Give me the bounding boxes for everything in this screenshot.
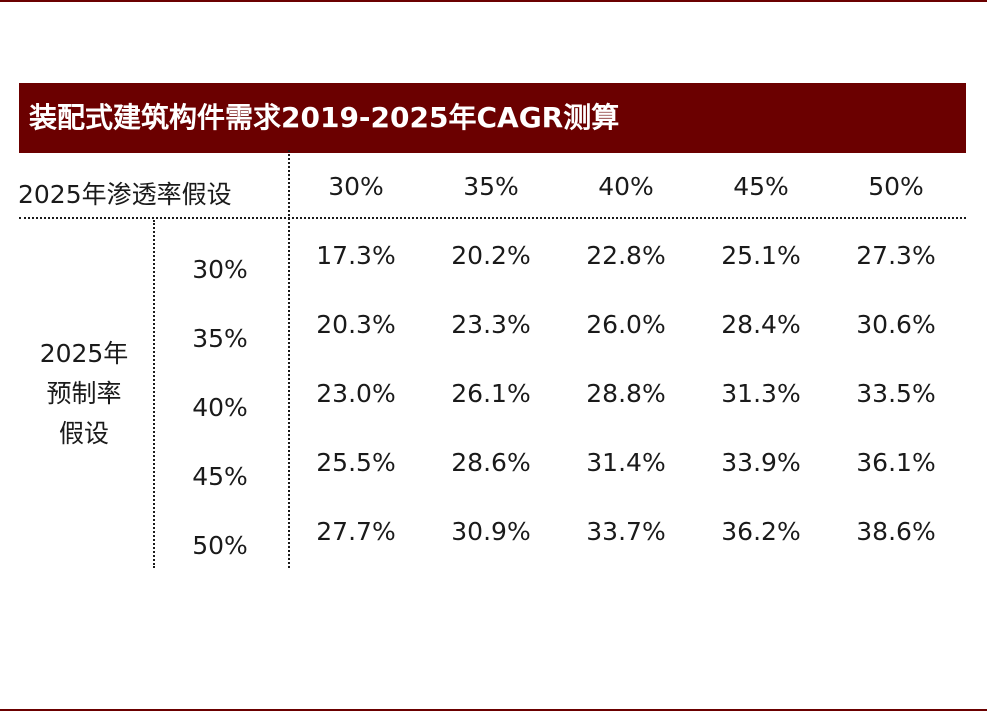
table-cell: 17.3%: [316, 241, 396, 270]
table-cell: 25.5%: [316, 448, 396, 477]
row-label-4: 45%: [192, 462, 248, 491]
column-header-4: 45%: [733, 172, 789, 201]
table-cell: 23.3%: [451, 310, 531, 339]
table-cell: 33.9%: [721, 448, 801, 477]
row-label-1: 30%: [192, 255, 248, 284]
column-header-1: 30%: [328, 172, 384, 201]
column-header-label: 2025年渗透率假设: [18, 180, 232, 209]
header-divider: [19, 217, 966, 219]
table-cell: 31.4%: [586, 448, 666, 477]
table-cell: 36.2%: [721, 517, 801, 546]
table-cell: 30.9%: [451, 517, 531, 546]
row-header-line-1: 2025年: [39, 339, 129, 368]
table-cell: 27.7%: [316, 517, 396, 546]
row-header-label: 2025年 预制率 假设: [24, 334, 144, 454]
table-cell: 20.2%: [451, 241, 531, 270]
row-axis-divider: [153, 220, 155, 568]
table-cell: 28.4%: [721, 310, 801, 339]
column-header-2: 35%: [463, 172, 519, 201]
table-cell: 26.1%: [451, 379, 531, 408]
table-cell: 28.6%: [451, 448, 531, 477]
row-label-3: 40%: [192, 393, 248, 422]
table-cell: 25.1%: [721, 241, 801, 270]
row-label-5: 50%: [192, 531, 248, 560]
table-cell: 28.8%: [586, 379, 666, 408]
column-divider: [288, 150, 290, 568]
top-rule: [0, 0, 987, 2]
table-cell: 36.1%: [856, 448, 936, 477]
table-cell: 20.3%: [316, 310, 396, 339]
row-label-2: 35%: [192, 324, 248, 353]
table-cell: 22.8%: [586, 241, 666, 270]
table-cell: 30.6%: [856, 310, 936, 339]
table-title: 装配式建筑构件需求2019-2025年CAGR测算: [19, 83, 966, 153]
column-header-5: 50%: [868, 172, 924, 201]
table-cell: 33.7%: [586, 517, 666, 546]
row-header-line-2: 预制率: [46, 379, 122, 408]
table-cell: 33.5%: [856, 379, 936, 408]
table-cell: 26.0%: [586, 310, 666, 339]
bottom-rule: [0, 709, 987, 711]
table-cell: 23.0%: [316, 379, 396, 408]
table-cell: 27.3%: [856, 241, 936, 270]
table-cell: 38.6%: [856, 517, 936, 546]
table-cell: 31.3%: [721, 379, 801, 408]
column-header-3: 40%: [598, 172, 654, 201]
row-header-line-3: 假设: [58, 419, 109, 448]
